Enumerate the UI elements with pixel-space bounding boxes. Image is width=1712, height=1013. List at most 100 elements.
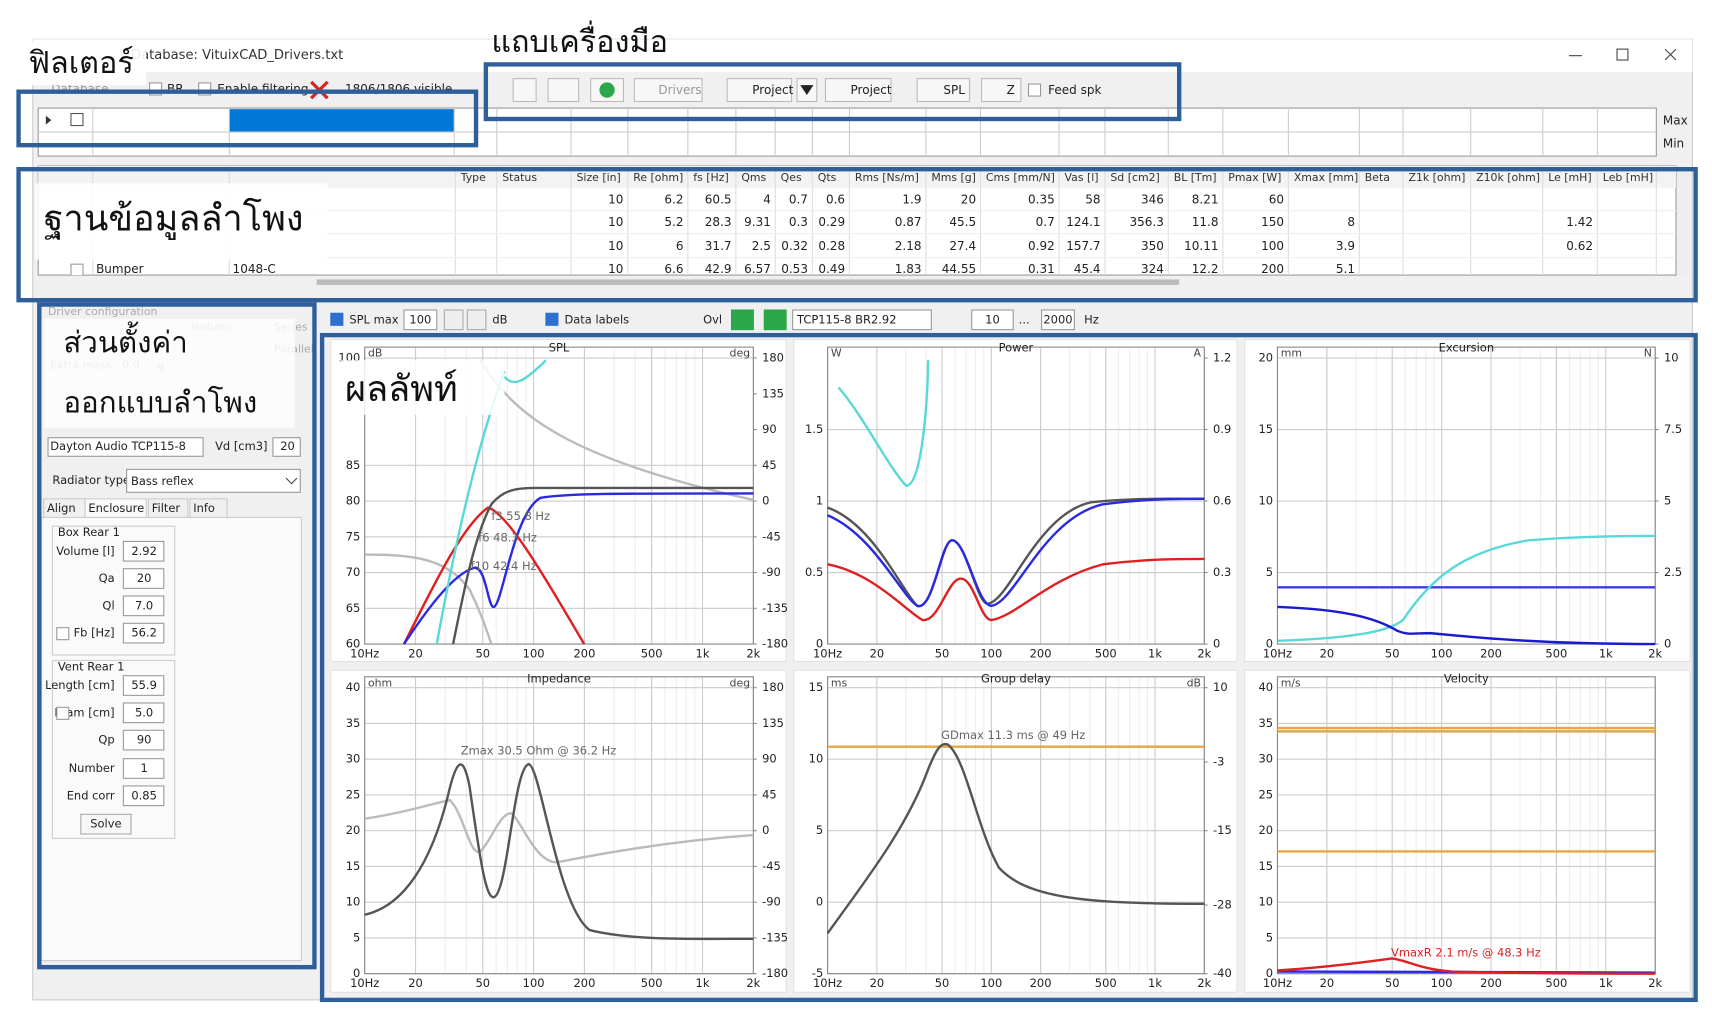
checkbox[interactable]	[545, 312, 559, 326]
label: ...	[1019, 312, 1030, 326]
cell: 0.28	[818, 239, 845, 253]
checkbox[interactable]	[1027, 83, 1042, 97]
cell: 0.7	[789, 192, 808, 206]
checkbox[interactable]	[70, 112, 84, 127]
project-save-button[interactable]	[824, 78, 892, 103]
value-field[interactable]	[122, 729, 165, 751]
annotation: ผลลัพท์	[345, 369, 458, 410]
cell: 20	[961, 192, 976, 206]
y-tick-label: 35	[1259, 716, 1274, 730]
value-field[interactable]	[122, 622, 165, 644]
value-field[interactable]	[1041, 309, 1075, 331]
count-label: 1806/1806 visible	[345, 82, 452, 96]
label: Qa	[99, 571, 115, 585]
y2-tick-label: 135	[762, 716, 784, 730]
spin-button[interactable]	[443, 309, 464, 331]
overlay-add[interactable]	[730, 309, 754, 331]
h-scrollbar[interactable]	[316, 279, 1180, 285]
value-field[interactable]	[122, 702, 165, 724]
label: Qp	[98, 733, 114, 747]
column-header: Qms	[741, 171, 766, 184]
search-button[interactable]	[512, 78, 537, 103]
y2-tick-label: -90	[762, 895, 781, 909]
y2-tick-label: -15	[1213, 823, 1232, 837]
label: 2000	[1043, 312, 1072, 326]
x-tick-label: 2k	[746, 646, 760, 660]
value-field[interactable]	[403, 309, 438, 331]
value-field[interactable]	[971, 309, 1014, 331]
x-tick-label: 2k	[1197, 646, 1211, 660]
label: Drivers	[658, 83, 701, 97]
cell: 0.3	[789, 215, 808, 229]
checkbox[interactable]	[56, 706, 70, 720]
checkbox[interactable]	[70, 263, 84, 276]
y-tick-label: 15	[1259, 422, 1274, 436]
value-field[interactable]	[122, 785, 165, 807]
column-header: Mms [g]	[931, 171, 976, 184]
value-field[interactable]	[122, 540, 165, 562]
cell: 10	[608, 262, 623, 276]
x-tick-label: 50	[935, 646, 950, 660]
label: Project	[752, 83, 793, 97]
x-tick-label: 100	[1431, 646, 1453, 660]
label: 55.9	[131, 678, 157, 692]
x-tick-label: 20	[870, 646, 885, 660]
annotation-box	[16, 89, 479, 148]
y2-tick-label: 10	[1213, 680, 1228, 694]
label: Data labels	[564, 312, 629, 326]
x-tick-label: 50	[1385, 976, 1400, 990]
y-tick-label: 0	[816, 895, 823, 909]
value-field[interactable]	[122, 568, 165, 589]
annotation-box	[483, 62, 1182, 122]
maximize-icon[interactable]	[1616, 48, 1629, 61]
curve	[364, 762, 754, 941]
group-title: Box Rear 1	[58, 525, 120, 539]
unit-label: ohm	[368, 676, 392, 689]
column-header: Qts	[818, 171, 837, 184]
cell: 2.18	[895, 239, 922, 253]
column-header: Rms [Ns/m]	[855, 171, 919, 184]
label: 1	[140, 761, 147, 775]
curve	[827, 497, 1205, 608]
value-field[interactable]	[122, 758, 165, 779]
cell: 0.35	[1028, 192, 1055, 206]
cell: 60.5	[705, 192, 732, 206]
edit-button[interactable]	[547, 78, 580, 103]
spl-button[interactable]	[916, 78, 971, 103]
overlay-field[interactable]	[792, 309, 932, 331]
y2-tick-label: 0	[762, 494, 769, 508]
x-tick-label: 20	[1320, 646, 1335, 660]
unit-label: mm	[1281, 347, 1302, 360]
cell: 8.21	[1192, 192, 1219, 206]
cell: 27.4	[949, 239, 976, 253]
label: Dayton Audio TCP115-8	[50, 439, 186, 453]
column-header: Beta	[1365, 171, 1390, 184]
solve-button[interactable]	[80, 813, 132, 835]
project-open-button[interactable]	[726, 78, 793, 103]
checkbox[interactable]	[56, 627, 70, 641]
tab[interactable]	[84, 498, 147, 518]
column-header: Leb [mH]	[1603, 171, 1653, 184]
radiator-combo[interactable]	[126, 468, 301, 493]
x-tick-label: 100	[980, 646, 1002, 660]
spin-button[interactable]	[466, 309, 487, 331]
v-scrollbar[interactable]	[1677, 165, 1691, 276]
annotation-bg	[340, 360, 505, 415]
checkbox[interactable]	[330, 312, 344, 326]
x-tick-label: 500	[641, 646, 663, 660]
close-icon[interactable]	[1664, 48, 1677, 61]
overlay-remove[interactable]	[763, 309, 787, 331]
cell: 157.7	[1066, 239, 1100, 253]
z-button[interactable]	[981, 78, 1022, 103]
drivers-button[interactable]	[633, 78, 703, 103]
cell: 44.55	[942, 262, 976, 276]
label: 0.85	[131, 788, 157, 802]
add-icon	[599, 82, 615, 98]
plot-title: SPL	[549, 341, 570, 355]
value-field[interactable]	[122, 595, 165, 617]
tab[interactable]	[147, 498, 189, 518]
unit-label: deg	[730, 347, 751, 360]
tab[interactable]	[189, 498, 228, 518]
value-field[interactable]	[122, 675, 165, 696]
